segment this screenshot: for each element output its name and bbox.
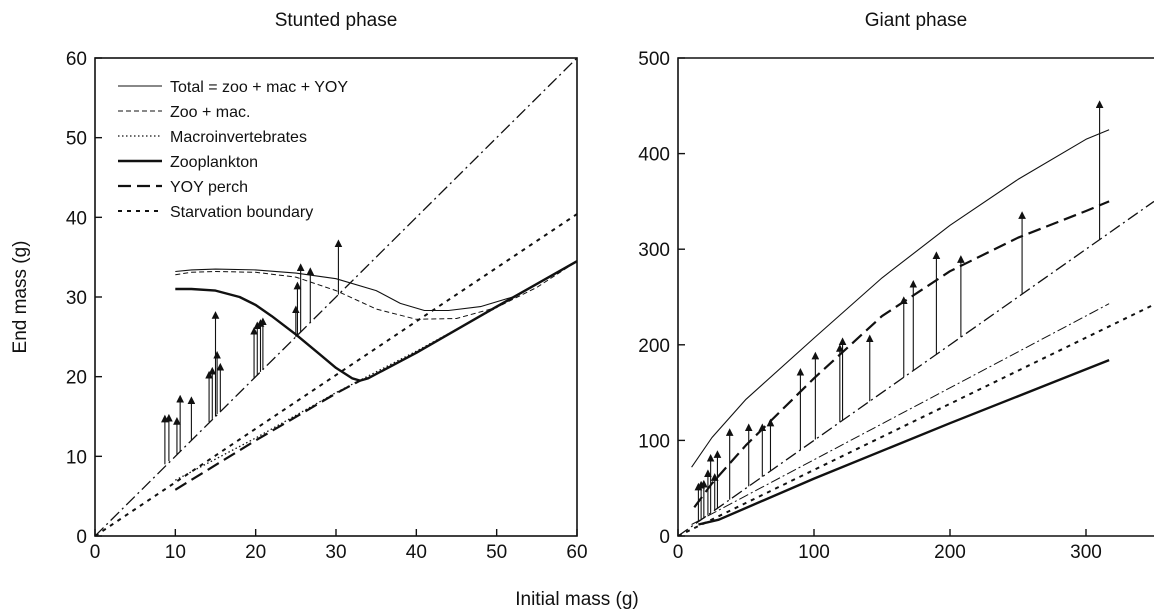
y-tick-label: 50 (66, 129, 87, 150)
series-line-yoy-perch (174, 379, 361, 491)
plot-area (95, 58, 577, 536)
x-tick-label: 0 (673, 542, 684, 563)
x-tick-label: 50 (486, 542, 507, 563)
series-line-starvation-boundary (95, 213, 577, 536)
y-tick-label: 10 (66, 447, 87, 468)
plot-area (678, 100, 1154, 536)
legend-label: Zoo + mac. (170, 104, 250, 121)
x-tick-label: 10 (165, 542, 186, 563)
series-line-starvation-boundary (678, 303, 1154, 536)
series-line-dash-dot-reference (678, 200, 1154, 536)
plot-frame (677, 57, 1154, 537)
series-line-total-zoo-mac-yoy (691, 129, 1110, 468)
x-tick-label: 60 (566, 542, 587, 563)
shared-x-axis-label: Initial mass (g) (515, 589, 639, 610)
x-tick-label: 40 (406, 542, 427, 563)
y-tick-label: 100 (638, 431, 670, 452)
y-tick-label: 400 (638, 145, 670, 166)
y-axis-label: End mass (g) (10, 241, 31, 354)
series-line-yoy-perch (693, 200, 1110, 508)
stunted-phase-panel: Stunted phase End mass (g) 0 10 20 30 40 50 60 0 1… (10, 10, 588, 563)
y-tick-label: 300 (638, 240, 670, 261)
series-line-dash-dot-reference (95, 58, 577, 536)
legend-label: YOY perch (170, 179, 248, 196)
y-tick-label: 200 (638, 336, 670, 357)
legend-label: Total = zoo + mac + YOY (170, 79, 348, 96)
y-tick-label: 30 (66, 288, 87, 309)
x-tick-label: 20 (245, 542, 266, 563)
x-tick-label: 0 (90, 542, 101, 563)
series-line-thin-dash-dot-reference (691, 303, 1110, 525)
x-tick-label: 30 (325, 542, 346, 563)
legend-label: Starvation boundary (170, 204, 313, 221)
y-tick-label: 60 (66, 49, 87, 70)
x-tick-label: 200 (934, 542, 966, 563)
y-tick-label: 40 (66, 208, 87, 229)
legend-label: Macroinvertebrates (170, 129, 307, 146)
series-line-zooplankton (175, 260, 577, 382)
panel-title: Stunted phase (275, 10, 398, 31)
legend-label: Zooplankton (170, 154, 258, 171)
y-tick-label: 20 (66, 368, 87, 389)
y-tick-label: 0 (76, 527, 87, 548)
y-tick-label: 0 (659, 527, 670, 548)
legend: Total = zoo + mac + YOY Zoo + mac. Macroin… (118, 79, 348, 221)
series-line-total-zoo-mac-yoy (175, 260, 577, 312)
panel-title: Giant phase (865, 10, 967, 31)
x-tick-label: 100 (798, 542, 830, 563)
giant-phase-panel: Giant phase 0 100 200 300 0 100 200 300 400 500 (638, 10, 1154, 563)
y-tick-label: 500 (638, 49, 670, 70)
series-line-zooplankton (698, 358, 1110, 526)
x-tick-label: 300 (1070, 542, 1102, 563)
